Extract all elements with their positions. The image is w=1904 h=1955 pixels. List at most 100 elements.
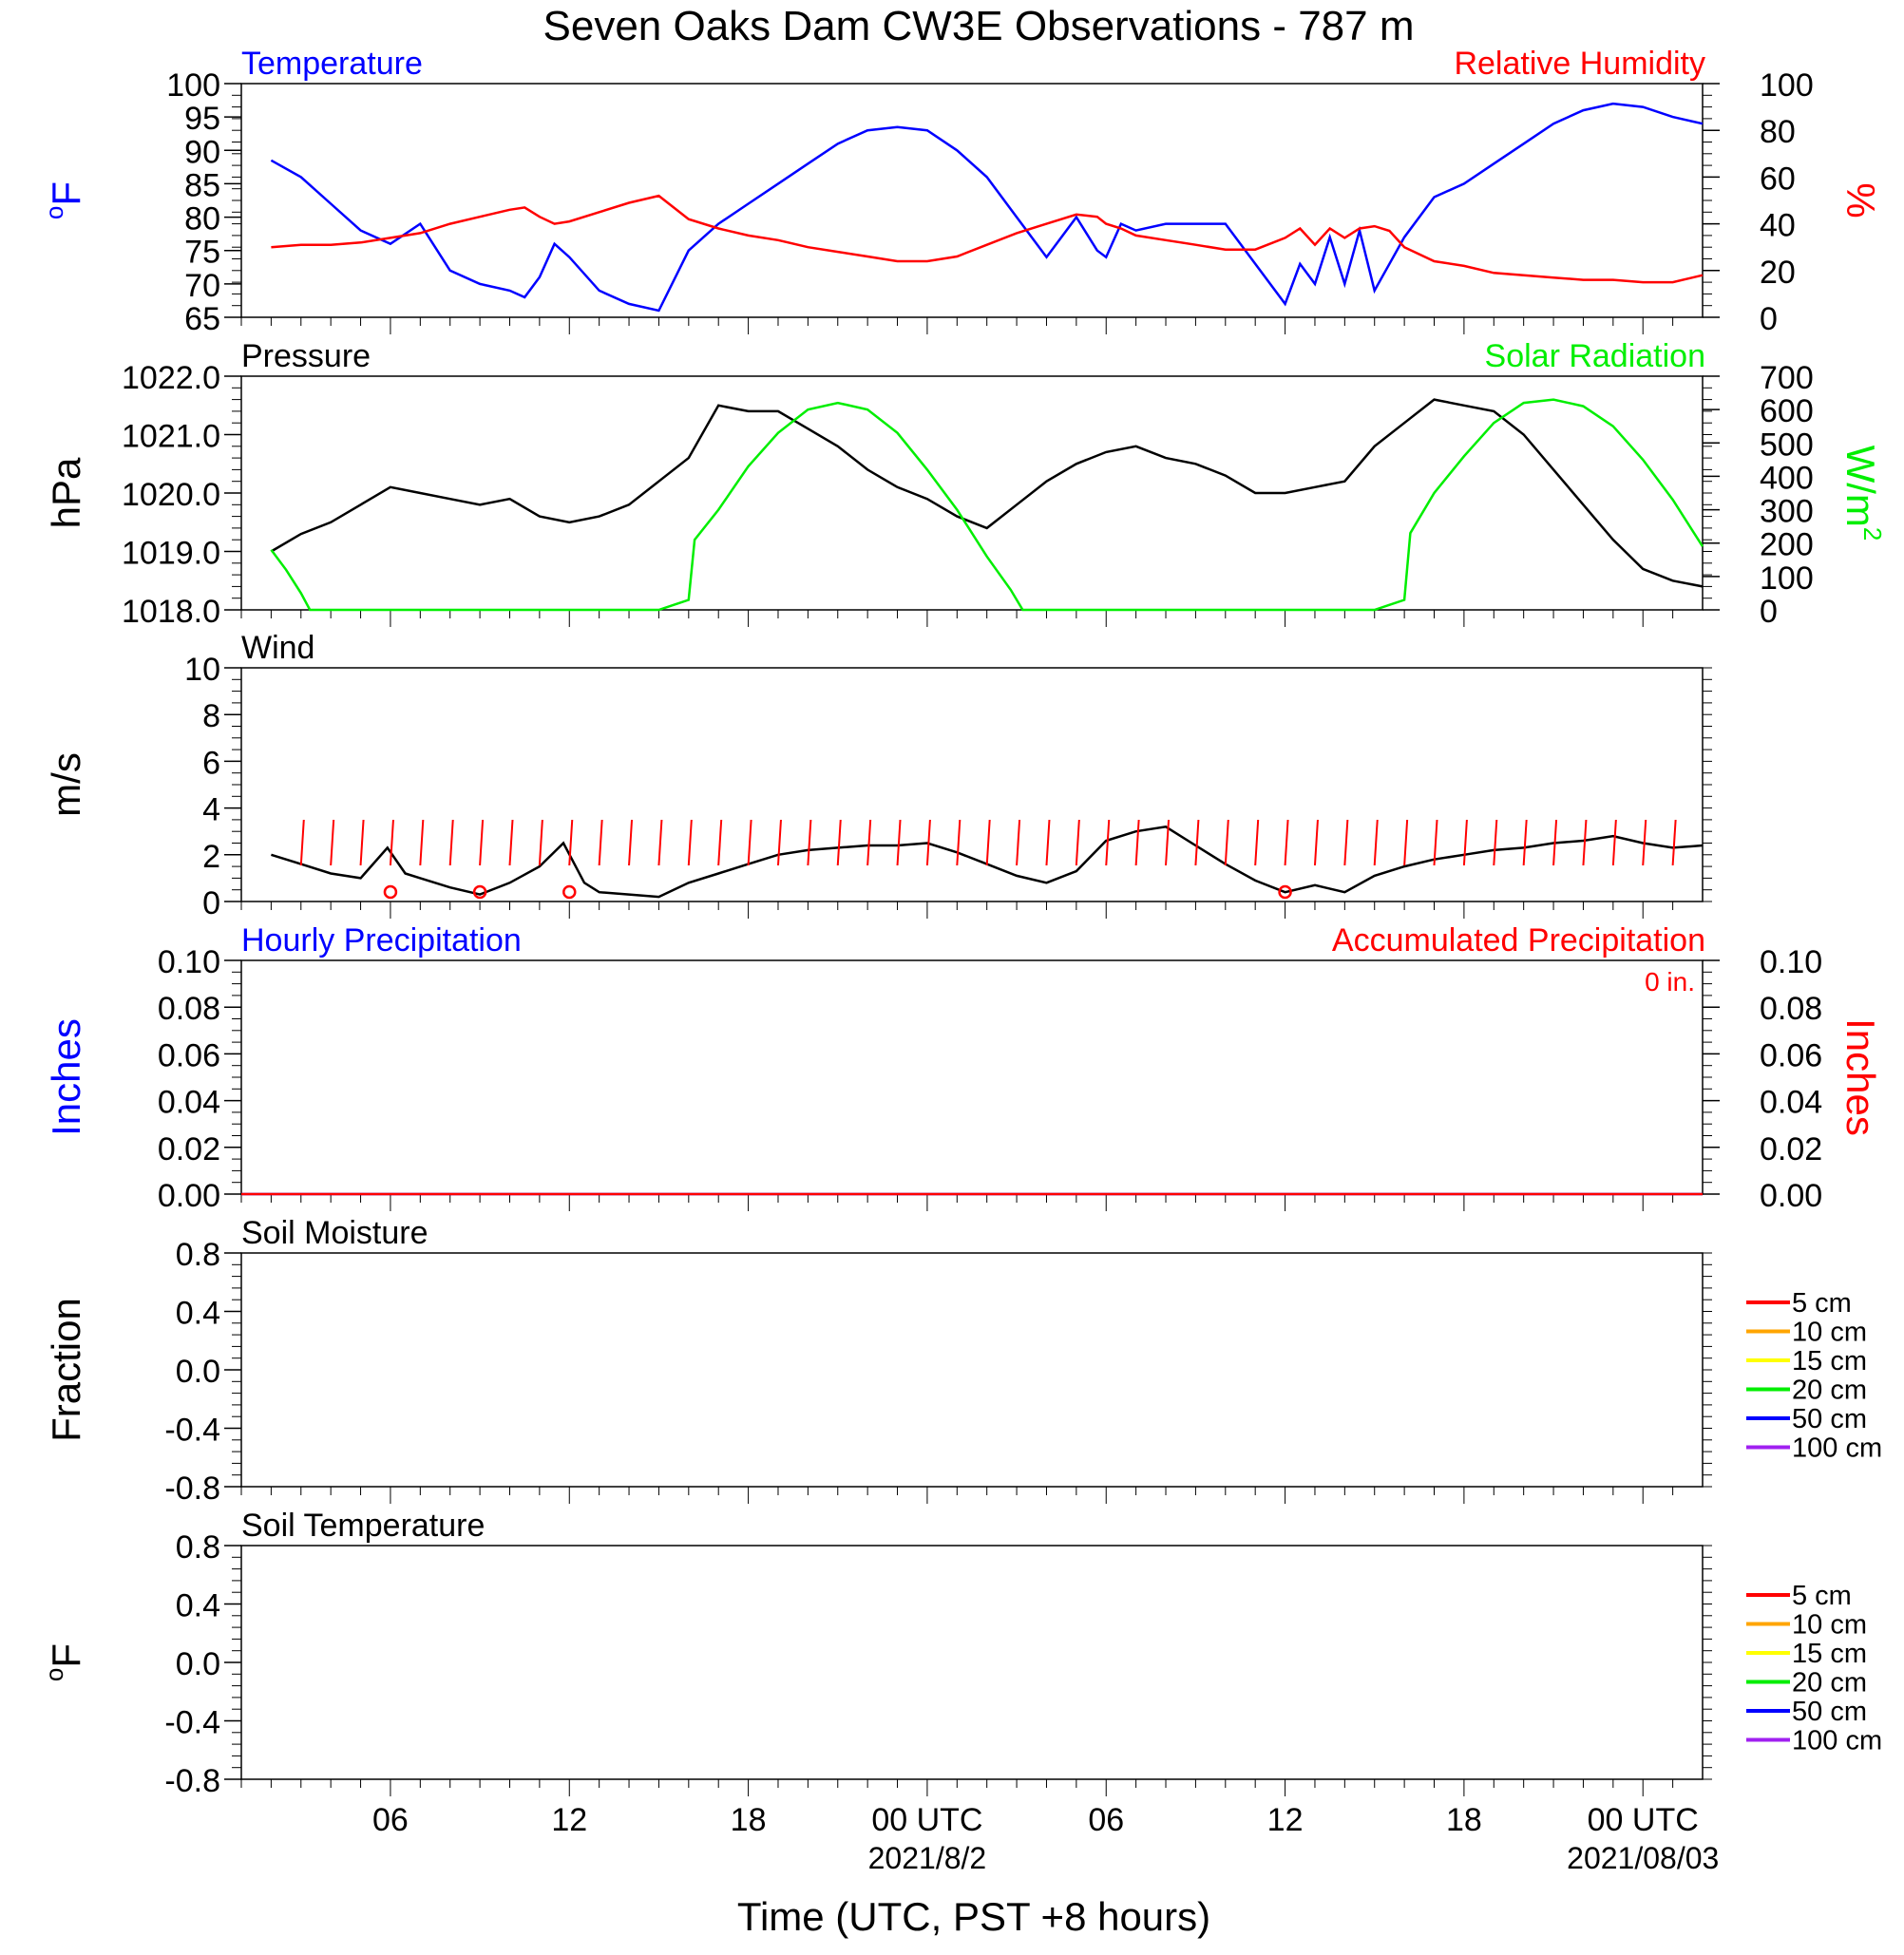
x-tick-label: 18 bbox=[731, 1802, 767, 1838]
legend-label: 50 cm bbox=[1792, 1697, 1867, 1727]
wind-barb bbox=[1582, 819, 1588, 866]
pressure-solar-left-title: Pressure bbox=[241, 338, 371, 374]
wind-barb bbox=[598, 819, 603, 866]
temperature-humidity-y-tick-right: 0 bbox=[1760, 301, 1778, 337]
wind-frame bbox=[240, 667, 1704, 902]
pressure-solar-panel: 1022.0 1021.0 1020.0 1019.0 1018.0 7006005004… bbox=[44, 338, 1887, 630]
precipitation-y-tick-right: 0.10 bbox=[1760, 944, 1822, 980]
pressure-solar-series-pressure bbox=[270, 398, 1704, 588]
wind-barb bbox=[717, 819, 723, 866]
precipitation-y-tick-right: 0.04 bbox=[1760, 1085, 1822, 1121]
precipitation-y-tick-right: 0.08 bbox=[1760, 991, 1822, 1027]
soil-moisture-y-tick-left: 0.8 bbox=[176, 1237, 220, 1273]
x-tick-label: 00 UTC bbox=[1588, 1802, 1699, 1838]
precipitation-y-tick-left: 0.08 bbox=[158, 991, 220, 1027]
precipitation-ylabel-left: Inches bbox=[44, 1018, 88, 1136]
soil-moisture-ylabel-left: Fraction bbox=[44, 1298, 88, 1442]
pressure-solar-y-tick-left: 1018.0 bbox=[122, 594, 220, 630]
wind-barb bbox=[836, 819, 842, 866]
soil-temperature-y-tick-left: 0.4 bbox=[176, 1588, 220, 1624]
wind-barb bbox=[1493, 819, 1498, 866]
temperature-humidity-ylabel-left-text: oF bbox=[40, 181, 88, 219]
wind-y-tick-left: 10 bbox=[184, 652, 220, 688]
precipitation-y-tick-right: 0.00 bbox=[1760, 1178, 1822, 1214]
precip-accumulated-annotation: 0 in. bbox=[1645, 967, 1695, 996]
legend-label: 100 cm bbox=[1792, 1433, 1882, 1464]
pressure-solar-y-tick-right: 700 bbox=[1760, 360, 1814, 396]
wind-barb bbox=[479, 819, 485, 866]
soil-temperature-y-tick-left: -0.4 bbox=[164, 1705, 220, 1741]
temperature-humidity-y-tick-right: 100 bbox=[1760, 67, 1814, 104]
precipitation-y-tick-left: 0.10 bbox=[158, 944, 220, 980]
pressure-solar-frame bbox=[240, 375, 1704, 611]
temperature-humidity-y-tick-left: 65 bbox=[184, 301, 220, 337]
wind-barb bbox=[1552, 819, 1558, 866]
panels: 10095908580757065100806040200Temperature… bbox=[40, 46, 1887, 1875]
wind-barb bbox=[1373, 819, 1379, 866]
temperature-humidity-frame bbox=[240, 83, 1704, 318]
pressure-solar-y-tick-right: 0 bbox=[1760, 594, 1778, 630]
precipitation-y-tick-right: 0.02 bbox=[1760, 1131, 1822, 1167]
precipitation-ylabel-right-text: Inches bbox=[1838, 1018, 1883, 1136]
wind-barb bbox=[299, 819, 305, 866]
wind-barb bbox=[956, 819, 962, 866]
wind-y-tick-left: 6 bbox=[202, 745, 220, 781]
x-tick-label: 12 bbox=[551, 1802, 587, 1838]
precipitation-y-tick-left: 0.02 bbox=[158, 1131, 220, 1167]
wind-barb bbox=[508, 819, 514, 866]
wind-barb bbox=[1194, 819, 1200, 866]
wind-barb bbox=[1462, 819, 1468, 866]
wind-barb bbox=[925, 819, 931, 866]
soil-moisture-left-title: Soil Moisture bbox=[241, 1215, 428, 1251]
temperature-humidity-y-tick-right: 40 bbox=[1760, 208, 1796, 244]
wind-barb bbox=[448, 819, 454, 866]
legend-label: 100 cm bbox=[1792, 1726, 1882, 1756]
x-tick-label: 12 bbox=[1267, 1802, 1304, 1838]
calm-marker bbox=[1278, 884, 1292, 900]
precipitation-y-tick-right: 0.06 bbox=[1760, 1037, 1822, 1073]
wind-barb bbox=[747, 819, 752, 866]
chart-title: Seven Oaks Dam CW3E Observations - 787 m bbox=[543, 3, 1415, 49]
wind-barb bbox=[1611, 819, 1617, 866]
legend-label: 10 cm bbox=[1792, 1610, 1867, 1641]
temperature-humidity-ylabel-right-text: % bbox=[1838, 182, 1883, 218]
soil-moisture-y-tick-left: 0.0 bbox=[176, 1354, 220, 1390]
legend-label: 20 cm bbox=[1792, 1376, 1867, 1406]
temperature-humidity-y-tick-left: 75 bbox=[184, 235, 220, 271]
legend-label: 15 cm bbox=[1792, 1346, 1867, 1376]
wind-y-tick-left: 8 bbox=[202, 698, 220, 734]
wind-barb bbox=[1224, 819, 1229, 866]
x-axis-label: Time (UTC, PST +8 hours) bbox=[737, 1894, 1210, 1939]
precipitation-ylabel-left-text: Inches bbox=[44, 1018, 88, 1136]
pressure-solar-y-tick-left: 1019.0 bbox=[122, 536, 220, 572]
wind-barb bbox=[1671, 819, 1677, 866]
wind-barb bbox=[657, 819, 663, 866]
wind-barb bbox=[1343, 819, 1349, 866]
soil-temperature-ylabel-left: oF bbox=[40, 1643, 88, 1681]
wind-barb bbox=[1045, 819, 1051, 866]
wind-barb bbox=[807, 819, 812, 866]
pressure-solar-y-tick-left: 1020.0 bbox=[122, 477, 220, 513]
wind-barb bbox=[1134, 819, 1140, 866]
pressure-solar-y-tick-right: 400 bbox=[1760, 460, 1814, 496]
wind-barb bbox=[985, 819, 991, 866]
x-date-label: 2021/8/2 bbox=[868, 1841, 987, 1875]
wind-barb bbox=[1403, 819, 1409, 866]
wind-y-tick-left: 0 bbox=[202, 885, 220, 921]
wind-barb bbox=[359, 819, 365, 866]
precipitation-y-tick-left: 0.06 bbox=[158, 1037, 220, 1073]
wind-ylabel-left: m/s bbox=[44, 752, 88, 817]
soil-moisture-y-tick-left: -0.8 bbox=[164, 1471, 220, 1507]
temperature-humidity-y-tick-left: 70 bbox=[184, 268, 220, 304]
soil-moisture-y-tick-left: 0.4 bbox=[176, 1296, 220, 1332]
wind-barb bbox=[1254, 819, 1260, 866]
x-tick-label: 06 bbox=[372, 1802, 409, 1838]
pressure-solar-series-solar-radiation bbox=[270, 398, 1704, 612]
soil-temperature-y-tick-left: 0.0 bbox=[176, 1646, 220, 1682]
wind-panel: 10 8 6 4 2 0 Wind m/s bbox=[44, 630, 1712, 921]
temperature-humidity-y-tick-left: 100 bbox=[166, 67, 220, 104]
x-tick-label: 00 UTC bbox=[871, 1802, 982, 1838]
x-date-label: 2021/08/03 bbox=[1567, 1841, 1719, 1875]
